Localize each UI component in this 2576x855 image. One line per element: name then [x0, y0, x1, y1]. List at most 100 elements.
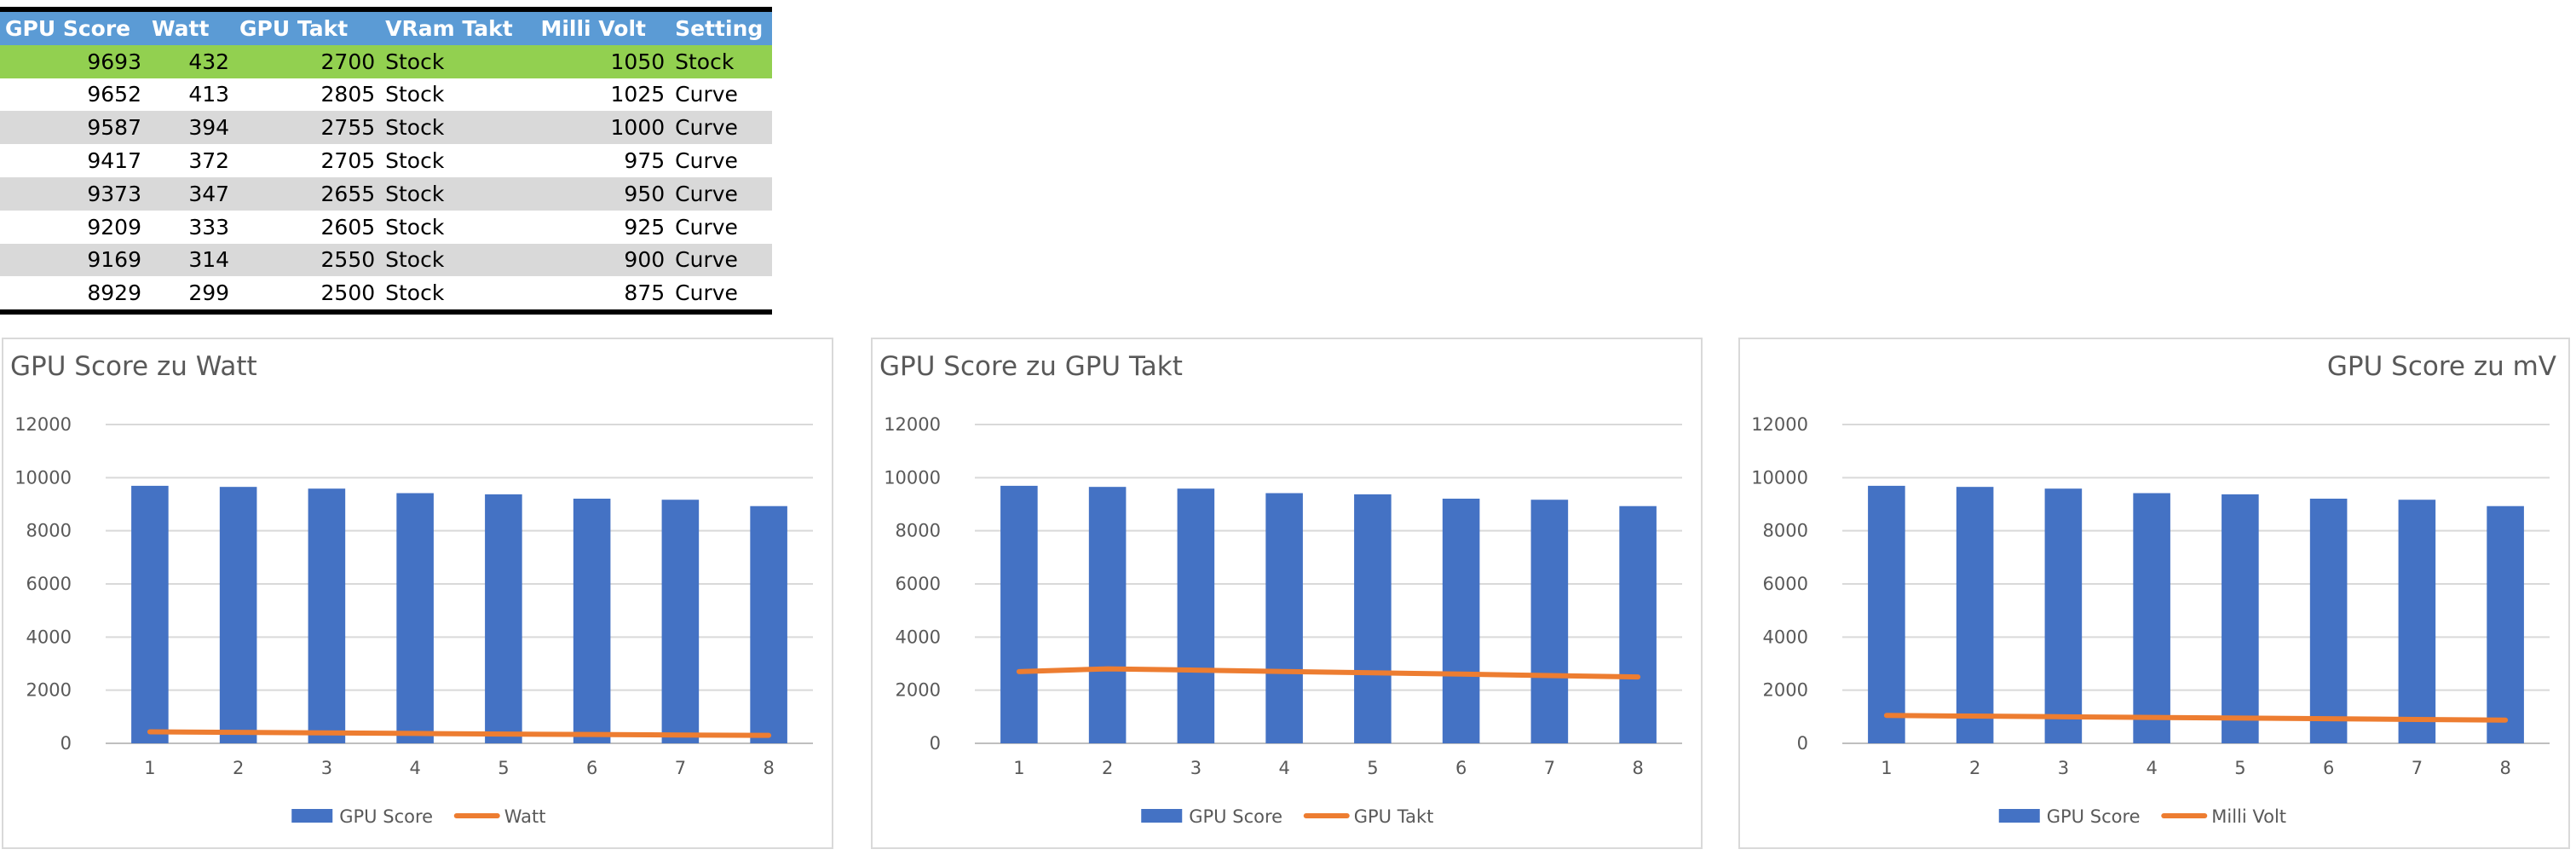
cell-watt[interactable]: 333: [188, 214, 230, 240]
cell-vram-takt[interactable]: Stock: [385, 49, 445, 74]
cell-gpu-score[interactable]: 8929: [87, 280, 141, 306]
x-tick-label: 5: [498, 758, 509, 778]
y-tick-label: 0: [1797, 733, 1808, 754]
chart-watt[interactable]: GPU Score zu Watt 0 2000 4000 6000 8000 10000 1…: [2, 338, 833, 849]
cell-gpu-score[interactable]: 9587: [87, 115, 141, 141]
cell-gpu-takt[interactable]: 2655: [320, 181, 376, 206]
cell-setting[interactable]: Curve: [675, 82, 738, 107]
bar-gpu-score-1[interactable]: [1868, 485, 1905, 743]
cell-watt[interactable]: 299: [188, 280, 230, 306]
bar-gpu-score-5[interactable]: [485, 494, 522, 743]
cell-watt[interactable]: 347: [188, 181, 230, 206]
cell-milli-volt[interactable]: 1025: [610, 82, 666, 107]
cell-vram-takt[interactable]: Stock: [385, 82, 445, 107]
cell-setting[interactable]: Curve: [675, 247, 738, 273]
header-vram-takt[interactable]: VRam Takt: [385, 15, 513, 41]
header-setting[interactable]: Setting: [675, 15, 764, 41]
bar-gpu-score-1[interactable]: [1000, 485, 1038, 743]
y-tick-label: 12000: [1751, 414, 1808, 435]
cell-gpu-score[interactable]: 9693: [87, 49, 141, 74]
cell-milli-volt[interactable]: 950: [624, 181, 666, 206]
legend-label-gpu-score[interactable]: GPU Score: [2047, 806, 2141, 827]
bar-gpu-score-4[interactable]: [396, 493, 434, 743]
cell-gpu-score[interactable]: 9209: [87, 214, 141, 240]
cell-milli-volt[interactable]: 1000: [610, 115, 666, 141]
bar-gpu-score-4[interactable]: [2133, 493, 2170, 743]
cell-vram-takt[interactable]: Stock: [385, 181, 445, 206]
bar-gpu-score-3[interactable]: [1177, 488, 1215, 743]
cell-vram-takt[interactable]: Stock: [385, 214, 445, 240]
cell-gpu-takt[interactable]: 2755: [320, 115, 376, 141]
cell-watt[interactable]: 394: [188, 115, 230, 141]
cell-setting[interactable]: Curve: [675, 148, 738, 174]
cell-watt[interactable]: 413: [188, 82, 230, 107]
legend-label-gpu-score[interactable]: GPU Score: [339, 806, 433, 827]
bar-gpu-score-8[interactable]: [2487, 505, 2524, 743]
cell-setting[interactable]: Curve: [675, 115, 738, 141]
cell-watt[interactable]: 372: [188, 148, 230, 174]
bar-gpu-score-2[interactable]: [1956, 487, 1994, 743]
cell-watt[interactable]: 314: [188, 247, 230, 273]
bar-gpu-score-7[interactable]: [1530, 500, 1569, 743]
cell-gpu-score[interactable]: 9417: [87, 148, 141, 174]
cell-gpu-takt[interactable]: 2605: [320, 214, 376, 240]
cell-gpu-takt[interactable]: 2705: [320, 148, 376, 174]
chart-gpu-takt[interactable]: GPU Score zu GPU Takt 0 2000 4000 6000 8000 10…: [871, 338, 1703, 849]
benchmark-table: GPU Score Watt GPU Takt VRam Takt Milli …: [0, 7, 772, 315]
cell-watt[interactable]: 432: [188, 49, 230, 74]
x-tick-label: 7: [1544, 758, 1555, 778]
chart-title: GPU Score zu GPU Takt: [879, 351, 1183, 382]
cell-gpu-takt[interactable]: 2805: [320, 82, 376, 107]
header-gpu-score[interactable]: GPU Score: [5, 15, 131, 41]
x-tick-label: 4: [2146, 758, 2157, 778]
bar-gpu-score-7[interactable]: [2398, 500, 2436, 743]
x-tick-label: 1: [144, 758, 155, 778]
header-milli-volt[interactable]: Milli Volt: [540, 15, 646, 41]
cell-milli-volt[interactable]: 925: [624, 214, 666, 240]
bar-gpu-score-3[interactable]: [2044, 488, 2083, 743]
cell-gpu-score[interactable]: 9373: [87, 181, 141, 206]
legend-label-milli-volt[interactable]: Milli Volt: [2211, 806, 2286, 827]
cell-setting[interactable]: Curve: [675, 214, 738, 240]
bar-gpu-score-2[interactable]: [1088, 487, 1127, 743]
legend-label-watt[interactable]: Watt: [504, 806, 546, 827]
cell-milli-volt[interactable]: 875: [624, 280, 666, 306]
cell-gpu-score[interactable]: 9169: [87, 247, 141, 273]
bar-gpu-score-8[interactable]: [750, 505, 787, 743]
bar-gpu-score-1[interactable]: [131, 485, 169, 743]
cell-setting[interactable]: Curve: [675, 280, 738, 306]
bar-gpu-score-6[interactable]: [1442, 498, 1480, 743]
cell-vram-takt[interactable]: Stock: [385, 148, 445, 174]
bar-gpu-score-5[interactable]: [1354, 494, 1392, 743]
bar-gpu-score-6[interactable]: [573, 498, 611, 743]
cell-gpu-takt[interactable]: 2700: [320, 49, 376, 74]
chart-gpu-takt-svg: GPU Score zu GPU Takt 0 2000 4000 6000 8000 10…: [879, 351, 1682, 827]
bar-gpu-score-4[interactable]: [1265, 493, 1303, 743]
header-gpu-takt[interactable]: GPU Takt: [239, 15, 349, 41]
cell-gpu-score[interactable]: 9652: [87, 82, 141, 107]
bar-gpu-score-5[interactable]: [2222, 494, 2259, 743]
cell-setting[interactable]: Curve: [675, 181, 738, 206]
bar-gpu-score-2[interactable]: [219, 487, 257, 743]
cell-vram-takt[interactable]: Stock: [385, 280, 445, 306]
cell-setting[interactable]: Stock: [675, 49, 735, 74]
bar-gpu-score-6[interactable]: [2309, 498, 2348, 743]
header-watt[interactable]: Watt: [152, 15, 210, 41]
cell-milli-volt[interactable]: 1050: [610, 49, 666, 74]
y-tick-label: 2000: [1763, 680, 1808, 701]
cell-vram-takt[interactable]: Stock: [385, 247, 445, 273]
bar-gpu-score-8[interactable]: [1619, 505, 1657, 743]
line-watt[interactable]: [147, 729, 772, 738]
cell-milli-volt[interactable]: 900: [624, 247, 666, 273]
line-milli-volt[interactable]: [1883, 713, 2509, 723]
legend-label-gpu-takt[interactable]: GPU Takt: [1354, 806, 1434, 827]
cell-gpu-takt[interactable]: 2500: [320, 280, 376, 306]
line-gpu-takt[interactable]: [1016, 666, 1641, 680]
chart-mv[interactable]: GPU Score zu mV 0 2000 4000 6000 8000 10000 120…: [1738, 338, 2570, 849]
bar-gpu-score-3[interactable]: [308, 488, 346, 743]
bar-gpu-score-7[interactable]: [661, 500, 700, 743]
cell-vram-takt[interactable]: Stock: [385, 115, 445, 141]
cell-gpu-takt[interactable]: 2550: [320, 247, 376, 273]
legend-label-gpu-score[interactable]: GPU Score: [1189, 806, 1282, 827]
cell-milli-volt[interactable]: 975: [624, 148, 666, 174]
